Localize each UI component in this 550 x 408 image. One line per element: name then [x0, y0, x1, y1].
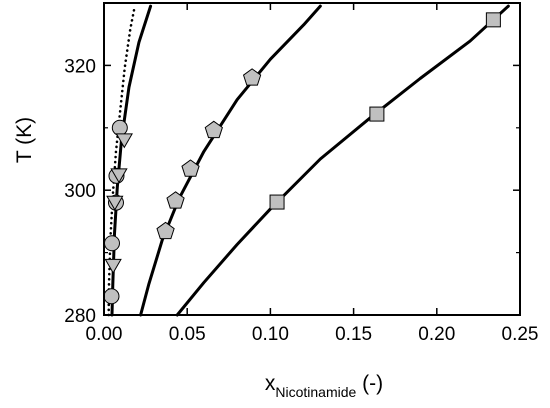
x-axis-label: xNicotinamide (-)	[265, 372, 383, 400]
square-marker	[369, 106, 385, 122]
circle-marker	[103, 288, 120, 305]
x-tick-label: 0.00	[86, 324, 123, 345]
plot-frame	[103, 2, 521, 316]
pentagon-marker	[242, 68, 262, 86]
x-axis-label-subscript: Nicotinamide	[275, 384, 356, 400]
y-tick-label: 320	[64, 56, 96, 77]
pentagon-marker	[204, 120, 223, 139]
triangle-down-marker	[106, 195, 124, 211]
pentagon-marker	[166, 191, 185, 209]
x-axis-label-main: x	[265, 372, 276, 395]
y-tick-label: 300	[64, 181, 96, 202]
triangle-down-marker	[110, 168, 128, 184]
model-curves	[107, 4, 510, 317]
tick-labels: 0.00 0.05 0.10 0.15 0.20 0.25 280 300 320	[64, 56, 538, 345]
model-curve	[110, 4, 153, 317]
dotted-model-curve	[107, 4, 137, 317]
pentagon-marker	[156, 221, 175, 240]
triangle-down-marker	[104, 258, 122, 274]
y-tick-label: 280	[64, 306, 96, 327]
circle-marker	[103, 235, 120, 252]
square-marker	[269, 194, 285, 210]
data-markers	[103, 12, 501, 305]
triangle-down-marker	[115, 133, 133, 149]
square-marker	[485, 12, 501, 28]
model-curve	[175, 4, 510, 317]
x-axis-label-unit: (-)	[356, 372, 383, 395]
x-tick-label: 0.20	[418, 324, 455, 345]
y-axis-label: T (K)	[13, 117, 36, 163]
axis-ticks	[103, 3, 521, 316]
pentagon-marker	[181, 159, 200, 177]
circle-marker	[111, 119, 128, 136]
model-curve	[139, 4, 322, 317]
x-tick-label: 0.15	[335, 324, 372, 345]
x-tick-label: 0.05	[169, 324, 206, 345]
x-tick-label: 0.25	[502, 324, 539, 345]
x-tick-label: 0.10	[252, 324, 289, 345]
